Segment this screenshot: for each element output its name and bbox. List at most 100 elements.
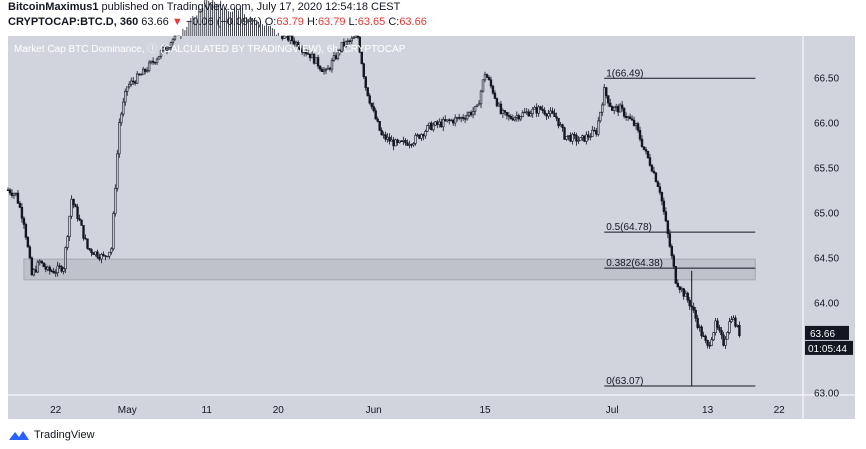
candle-body <box>390 139 393 142</box>
candle-body <box>648 157 652 166</box>
candle-body <box>100 253 103 260</box>
candle-body <box>670 246 674 257</box>
candle-body <box>412 143 415 146</box>
candle-body <box>545 113 548 117</box>
candle-body <box>26 237 30 248</box>
candle-body <box>567 135 570 137</box>
candle-body <box>481 79 485 92</box>
candle-body <box>132 80 135 83</box>
candle-body <box>624 115 628 118</box>
candle-body <box>346 40 350 42</box>
candle-body <box>674 266 678 284</box>
candle-body <box>702 335 705 337</box>
candle-body <box>358 36 361 53</box>
candle-body <box>634 123 638 126</box>
candle-body <box>638 130 642 140</box>
candle-body <box>137 73 141 76</box>
candle-body <box>18 202 22 208</box>
x-tick-label: Jul <box>606 405 619 416</box>
candle-body <box>442 119 445 128</box>
candle-body <box>157 55 161 60</box>
candle-body <box>291 35 294 42</box>
candle-body <box>364 76 367 88</box>
candle-body <box>658 186 662 193</box>
candle-body <box>70 198 73 217</box>
candle-body <box>515 115 519 118</box>
candle-body <box>171 38 175 43</box>
brand-name[interactable]: TradingView <box>34 429 95 441</box>
candle-body <box>706 340 709 346</box>
fib-retracement[interactable]: 1(66.49) 0.5(64.78) 0.382(64.38) 0(63.07) <box>604 68 756 387</box>
candle-body <box>533 107 536 110</box>
candle-body <box>708 345 711 347</box>
candle-body <box>8 189 12 194</box>
candle-body <box>324 68 328 71</box>
candle-body <box>620 104 624 109</box>
candle-body <box>98 256 101 260</box>
candle-body <box>622 107 626 117</box>
y-tick-label: 66.50 <box>814 73 839 84</box>
candle-body <box>22 217 26 225</box>
candle-body <box>392 139 395 147</box>
candle-body <box>457 117 461 119</box>
candle-body <box>106 255 109 258</box>
candle-body <box>579 137 582 141</box>
y-tick-label: 65.00 <box>814 208 839 219</box>
author-name[interactable]: BitcoinMaximus1 <box>8 1 99 13</box>
candle-body <box>34 269 38 273</box>
candle-body <box>607 95 610 104</box>
candle-body <box>289 35 292 41</box>
candle-body <box>603 87 606 106</box>
candle-body <box>720 330 723 336</box>
candle-body <box>630 118 634 121</box>
candle-body <box>489 79 493 87</box>
candle-body <box>616 106 620 113</box>
candle-body <box>605 87 608 96</box>
candle-body <box>394 139 397 147</box>
price-chart[interactable]: 1(66.49) 0.5(64.78) 0.382(64.38) 0(63.07) 6… <box>0 0 866 420</box>
candle-body <box>736 324 739 327</box>
candle-body <box>143 68 147 72</box>
candle-body <box>503 110 507 113</box>
candle-body <box>438 121 441 125</box>
y-tick-label: 63.00 <box>814 388 839 399</box>
candle-body <box>618 104 622 113</box>
candle-body <box>636 123 640 131</box>
candle-body <box>38 260 42 263</box>
x-ticks: 22 May 11 20 Jun 15 Jul 13 22 <box>50 405 785 416</box>
candle-body <box>326 67 330 70</box>
tradingview-logo-icon[interactable] <box>8 428 30 442</box>
candle-body <box>145 70 149 72</box>
candle-body <box>718 327 721 331</box>
candle-body <box>46 266 49 270</box>
candle-body <box>453 117 457 124</box>
candle-body <box>473 106 477 112</box>
time-axis[interactable] <box>8 395 855 419</box>
candle-body <box>692 306 695 311</box>
candle-body <box>565 136 568 140</box>
candle-body <box>386 136 389 140</box>
down-arrow-icon: ▼ <box>171 16 183 28</box>
candle-body <box>416 134 419 136</box>
candle-body <box>404 140 407 144</box>
candle-body <box>571 133 574 142</box>
candle-body <box>559 124 562 127</box>
candle-body <box>20 207 24 219</box>
high-label: H: <box>306 16 318 28</box>
candle-body <box>455 117 459 119</box>
candle-body <box>384 134 387 140</box>
candle-body <box>360 51 363 65</box>
support-zone[interactable] <box>23 258 756 281</box>
close-value: 63.66 <box>399 16 427 28</box>
candle-body <box>296 42 300 49</box>
candle-body <box>112 213 115 250</box>
low-value: 63.65 <box>357 16 386 28</box>
candle-body <box>682 288 685 297</box>
candle-body <box>58 265 61 268</box>
candle-body <box>459 117 463 119</box>
candle-body <box>714 320 717 334</box>
candle-body <box>680 288 683 291</box>
candle-body <box>50 270 53 272</box>
candle-body <box>724 338 727 346</box>
